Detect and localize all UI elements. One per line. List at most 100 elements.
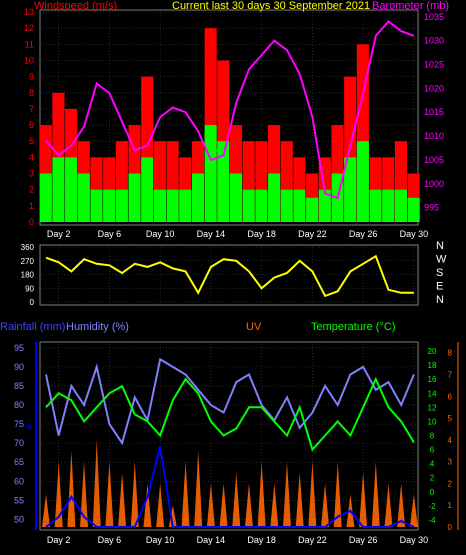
uv-tick-label: 5	[448, 414, 453, 423]
uv-spike	[80, 461, 89, 527]
wind-avg-bar	[407, 197, 420, 222]
barometer-tick-label: 1020	[424, 83, 444, 93]
top-x-tick-label: Day 18	[247, 229, 276, 239]
temperature-tick-label: 2	[430, 474, 435, 483]
uv-spike	[105, 461, 114, 527]
rainfall-label: Rainfall (mm)	[0, 321, 65, 333]
top-x-tick-label: Day 30	[400, 229, 429, 239]
temperature-tick-label: 10	[428, 417, 437, 426]
direction-tick-label: 270	[21, 257, 35, 266]
wind-avg-bar	[103, 189, 116, 222]
windspeed-tick-label: 4	[29, 152, 34, 162]
barometer-series	[45, 20, 415, 200]
temperature-ticks: -4 -2 0 2 4 6 8 10 12 14 16 18 20	[428, 347, 437, 525]
top-x-ticks: Day 2 Day 6 Day 10 Day 14 Day 18 Day 22 Day 26…	[47, 229, 428, 239]
barometer-tick-label: 1025	[424, 60, 444, 70]
uv-spike	[118, 472, 127, 527]
rainfall-line	[45, 446, 415, 528]
wind-avg-bar	[179, 189, 192, 222]
top-x-tick-label: Day 14	[197, 229, 226, 239]
bottom-x-tick-label: Day 14	[197, 535, 226, 545]
windspeed-tick-label: 13	[24, 7, 34, 17]
wind-avg-bar	[153, 189, 166, 222]
wind-avg-bar	[166, 189, 179, 222]
temperature-tick-label: 4	[430, 460, 435, 469]
bottom-x-tick-label: Day 6	[98, 535, 122, 545]
barometer-tick-label: 1015	[424, 107, 444, 117]
wind-avg-bar	[90, 189, 103, 222]
temperature-tick-label: 20	[428, 347, 437, 356]
windspeed-tick-label: 3	[29, 169, 34, 179]
barometer-tick-label: 1000	[424, 179, 444, 189]
uv-spike	[130, 461, 139, 527]
direction-tick-label: 180	[21, 271, 35, 280]
wind-avg-bar	[268, 173, 281, 222]
temperature-tick-label: 18	[428, 361, 437, 370]
temperature-tick-label: 16	[428, 375, 437, 384]
wind-avg-bar	[394, 189, 407, 222]
uv-tick-label: 6	[448, 392, 453, 401]
temperature-series	[45, 376, 415, 452]
barometer-line	[45, 20, 415, 200]
bottom-x-tick-label: Day 30	[400, 535, 429, 545]
windspeed-tick-label: 2	[29, 185, 34, 195]
humidity-tick-label: 55	[14, 495, 24, 505]
top-x-tick-label: Day 2	[47, 229, 71, 239]
humidity-tick-label: 50	[14, 514, 24, 524]
humidity-tick-label: 95	[14, 343, 24, 353]
bottom-grid	[40, 344, 418, 527]
humidity-line	[45, 357, 415, 446]
rainfall-tick-label: 5	[28, 422, 33, 431]
top-x-tick-label: Day 26	[349, 229, 378, 239]
wind-avg-bar	[77, 173, 90, 222]
uv-spike	[308, 461, 317, 527]
windspeed-tick-label: 11	[25, 39, 34, 49]
uv-tick-label: 7	[448, 371, 453, 380]
humidity-tick-label: 90	[14, 362, 24, 372]
temperature-tick-label: 8	[430, 432, 435, 441]
humidity-tick-label: 65	[14, 457, 24, 467]
windspeed-tick-label: 0	[29, 217, 34, 227]
uv-spike	[371, 461, 380, 527]
wind-avg-bar	[293, 189, 306, 222]
bottom-x-tick-label: Day 22	[298, 535, 327, 545]
temperature-tick-label: 12	[428, 403, 437, 412]
uv-spike	[42, 494, 50, 527]
uv-series	[42, 439, 418, 527]
direction-tick-label: 0	[30, 298, 35, 307]
wind-avg-bar	[280, 189, 293, 222]
uv-ticks: 0 1 2 3 4 5 6 7 8	[448, 349, 453, 532]
temperature-tick-label: 0	[430, 488, 435, 497]
wind-avg-bar	[382, 189, 395, 222]
uv-label: UV	[246, 321, 262, 333]
humidity-tick-label: 80	[14, 400, 24, 410]
uv-spike	[333, 461, 342, 527]
wind-avg-bar	[128, 173, 141, 222]
uv-spike	[270, 483, 279, 527]
uv-spike	[168, 505, 177, 527]
wind-avg-series	[39, 125, 420, 222]
mid-panel-frame	[39, 244, 419, 306]
wind-avg-bar	[229, 173, 243, 222]
wind-avg-bar	[356, 141, 369, 222]
wind-avg-bar	[242, 189, 255, 222]
wind-direction-series	[45, 254, 414, 298]
direction-ticks: 0 90 180 270 360	[21, 243, 35, 307]
top-x-tick-label: Day 22	[298, 229, 327, 239]
barometer-label: Barometer (mb)	[372, 0, 449, 12]
wind-avg-bar	[52, 157, 65, 222]
wind-avg-bar	[141, 157, 154, 222]
windspeed-tick-label: 8	[29, 88, 34, 98]
uv-spike	[143, 483, 152, 527]
temperature-tick-label: -2	[428, 502, 436, 511]
bottom-x-ticks: Day 2 Day 6 Day 10 Day 14 Day 18 Day 22 Day 26…	[47, 535, 428, 545]
windspeed-tick-label: 5	[29, 136, 34, 146]
windspeed-tick-label: 1	[29, 201, 34, 211]
wind-avg-bar	[344, 157, 357, 222]
bottom-x-tick-label: Day 10	[146, 535, 175, 545]
uv-tick-label: 4	[448, 436, 453, 445]
